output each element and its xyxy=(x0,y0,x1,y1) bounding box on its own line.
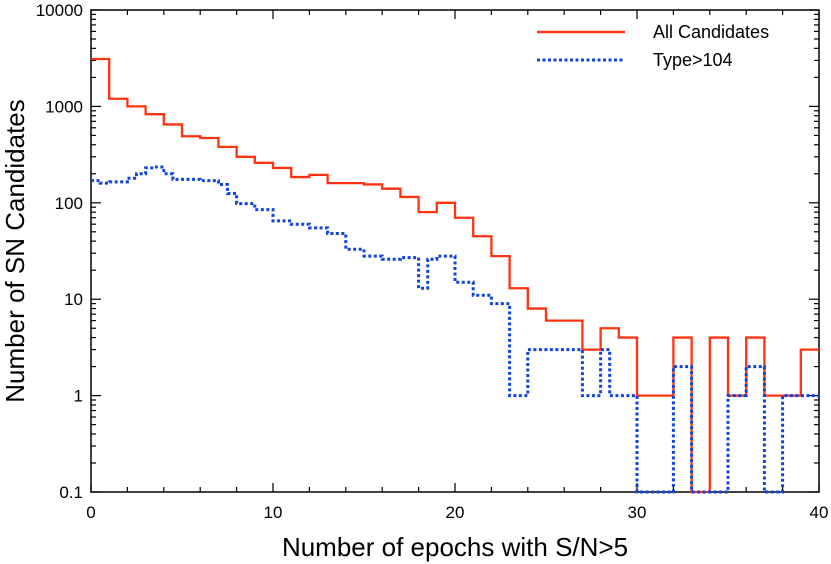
x-tick-label: 20 xyxy=(446,503,465,522)
y-tick-label: 1 xyxy=(74,387,83,406)
y-tick-labels: 0.1 1 10 100 1000 10000 xyxy=(36,1,83,502)
y-tick-label: 100 xyxy=(55,194,83,213)
y-tick-label: 1000 xyxy=(45,97,83,116)
series-group xyxy=(91,57,819,494)
series-all-candidates xyxy=(91,57,819,494)
axis-ticks xyxy=(90,9,820,493)
series-type104 xyxy=(91,165,819,494)
x-axis-title: Number of epochs with S/N>5 xyxy=(282,532,628,562)
legend-label-all-candidates: All Candidates xyxy=(653,22,769,42)
x-tick-label: 10 xyxy=(264,503,283,522)
y-axis-title: Number of SN Candidates xyxy=(0,99,30,402)
x-tick-label: 40 xyxy=(810,503,829,522)
x-tick-labels: 0 10 20 30 40 xyxy=(86,503,828,522)
y-tick-label: 0.1 xyxy=(59,483,83,502)
x-tick-label: 0 xyxy=(86,503,95,522)
legend: All Candidates Type>104 xyxy=(537,22,769,70)
legend-label-type104: Type>104 xyxy=(653,50,733,70)
y-tick-label: 10000 xyxy=(36,1,83,20)
x-tick-label: 30 xyxy=(628,503,647,522)
y-tick-label: 10 xyxy=(64,290,83,309)
